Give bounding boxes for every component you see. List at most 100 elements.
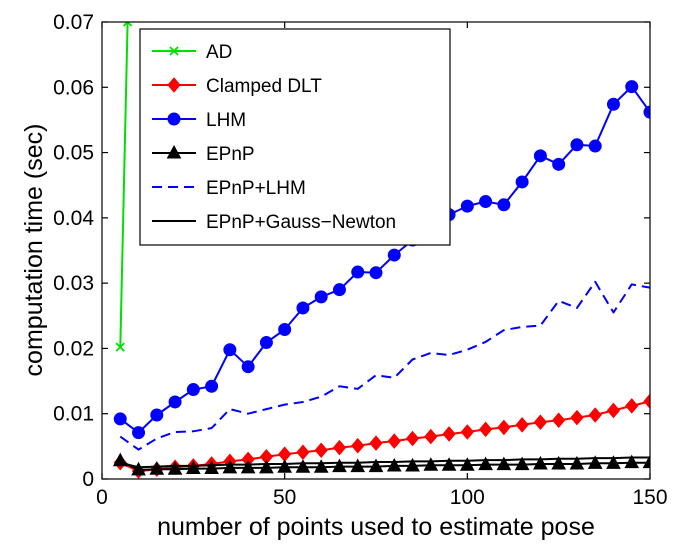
data-point-lhm: [332, 283, 346, 297]
legend-box: [139, 28, 451, 246]
data-point-epnp: [204, 460, 219, 475]
legend-entry-lhm: LHM: [152, 110, 246, 131]
y-tick-label: 0.02: [53, 337, 94, 360]
data-point-lhm: [150, 408, 164, 422]
y-tick-label: 0.05: [53, 142, 94, 165]
data-point-lhm: [497, 198, 511, 212]
data-point-epnp: [533, 455, 548, 470]
data-point-clamped-dlt: [424, 428, 438, 445]
data-point-clamped-dlt: [442, 426, 456, 442]
data-point-lhm: [588, 139, 602, 153]
data-point-epnp: [587, 455, 603, 469]
data-point-lhm: [570, 138, 584, 152]
data-point-clamped-dlt: [533, 414, 548, 430]
data-point-epnp: [514, 456, 530, 471]
data-point-lhm: [625, 80, 639, 94]
data-point-epnp: [313, 459, 329, 473]
data-point-clamped-dlt: [351, 437, 365, 454]
data-point-clamped-dlt: [387, 433, 401, 449]
series-epnp-lhm: [119, 280, 650, 451]
data-point-lhm: [113, 412, 127, 426]
data-point-epnp: [222, 459, 238, 474]
data-point-lhm: [479, 195, 493, 209]
data-point-clamped-dlt: [478, 421, 493, 438]
data-point-clamped-dlt: [570, 409, 584, 426]
legend-marker-clamped-dlt: [167, 77, 181, 93]
data-point-epnp: [131, 461, 146, 476]
data-point-epnp: [240, 459, 256, 474]
series-line-epnp-lhm: [119, 280, 650, 451]
y-tick-label: 0: [82, 468, 94, 491]
data-point-clamped-dlt: [369, 435, 383, 451]
data-point-epnp: [185, 460, 201, 475]
data-point-epnp: [551, 455, 567, 470]
legend: AD Clamped DLT LHM EPnP EPnP+LHM EPnP+Gauss−N…: [139, 28, 451, 246]
legend-label-epnp-lhm: EPnP+LHM: [206, 178, 306, 199]
data-point-clamped-dlt: [515, 417, 529, 433]
data-point-lhm: [387, 248, 401, 262]
data-point-lhm: [241, 360, 255, 374]
data-point-clamped-dlt: [606, 402, 621, 419]
legend-entry-ad: AD: [152, 42, 232, 63]
data-point-clamped-dlt: [588, 407, 602, 423]
legend-label-epnp: EPnP: [206, 144, 255, 165]
series-line-epnp-gauss-newton: [120, 456, 650, 469]
y-tick-label: 0.06: [53, 76, 94, 99]
data-point-epnp: [496, 456, 512, 471]
series-ad: [115, 22, 133, 352]
data-point-lhm: [369, 266, 383, 280]
legend-entry-clamped-dlt: Clamped DLT: [152, 76, 322, 97]
legend-entry-epnp: EPnP: [152, 144, 255, 165]
y-tick-label: 0.04: [53, 207, 94, 230]
data-point-lhm: [533, 149, 547, 163]
data-point-lhm: [460, 199, 474, 213]
data-point-ad: [122, 22, 133, 27]
legend-entry-epnp-gauss-newton: EPnP+Gauss−Newton: [152, 212, 396, 233]
data-point-lhm: [351, 265, 365, 279]
data-point-epnp: [405, 457, 420, 472]
data-point-epnp: [149, 461, 165, 475]
data-point-lhm: [205, 379, 219, 393]
legend-label-clamped-dlt: Clamped DLT: [206, 76, 322, 97]
data-point-clamped-dlt: [643, 393, 650, 410]
data-point-clamped-dlt: [552, 412, 566, 429]
data-point-lhm: [259, 336, 273, 350]
data-point-ad: [115, 342, 125, 352]
y-tick-label: 0.01: [53, 403, 94, 426]
data-point-clamped-dlt: [332, 439, 347, 456]
legend-marker-lhm: [167, 112, 181, 126]
y-tick-label: 0.07: [53, 11, 94, 34]
data-point-epnp: [259, 459, 274, 474]
data-point-epnp: [441, 457, 457, 471]
data-point-lhm: [278, 322, 292, 336]
data-point-clamped-dlt: [460, 424, 474, 440]
data-point-epnp: [642, 454, 650, 469]
y-axis-title: computation time (sec): [20, 124, 48, 377]
data-point-lhm: [606, 97, 620, 111]
data-point-lhm: [223, 343, 237, 357]
x-tick-label: 0: [96, 486, 108, 509]
data-point-epnp: [350, 458, 366, 473]
legend-label-ad: AD: [206, 42, 232, 63]
data-point-epnp: [277, 459, 293, 473]
data-point-lhm: [186, 383, 200, 397]
data-point-epnp: [569, 455, 585, 470]
data-point-epnp: [368, 458, 384, 473]
data-point-clamped-dlt: [314, 442, 328, 459]
data-point-epnp: [295, 459, 311, 473]
data-point-clamped-dlt: [405, 430, 420, 447]
data-point-lhm: [552, 157, 566, 171]
data-point-epnp: [606, 455, 621, 469]
legend-marker-epnp: [166, 144, 182, 159]
data-point-epnp: [332, 458, 347, 473]
legend-label-epnp-gauss-newton: EPnP+Gauss−Newton: [206, 212, 396, 233]
data-point-epnp: [386, 457, 402, 472]
series-line-ad: [119, 22, 129, 348]
data-point-epnp: [423, 457, 439, 471]
axis-layer: 0 50 100 150 0 0.01 0.02 0.03 0.04 0.05 0.06 0.07: [53, 11, 667, 509]
data-point-epnp: [478, 456, 493, 471]
y-tick-label: 0.03: [53, 272, 94, 295]
data-point-lhm: [643, 105, 650, 119]
plot-area-frame: [101, 21, 651, 480]
